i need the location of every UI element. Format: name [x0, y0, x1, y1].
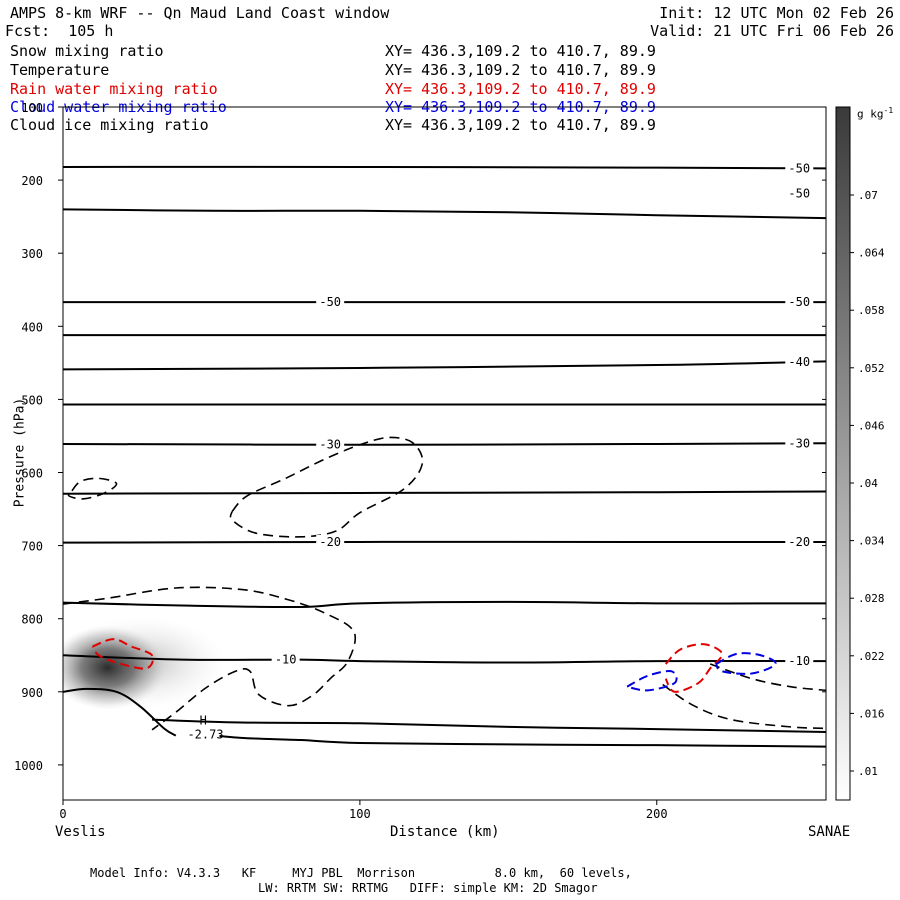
temperature-contour: [63, 442, 826, 446]
contour-label: -20: [319, 535, 341, 549]
contour-label: -10: [275, 653, 297, 667]
colorbar-label: .022: [858, 650, 885, 663]
x-tick-label: 100: [349, 807, 371, 821]
rain-water-contour: [91, 638, 155, 670]
contour-label-bg: [785, 186, 814, 200]
model-info: Model Info: V4.3.3 KF MYJ PBL Morrison 8…: [90, 866, 632, 880]
cloud-ice-contour: [229, 436, 424, 538]
y-tick-label: 600: [21, 467, 43, 481]
temperature-contour: [63, 540, 826, 544]
temperature-contour: [152, 718, 826, 734]
contour-label: -30: [788, 436, 810, 450]
endpoint-left: Veslis: [55, 824, 106, 840]
temperature-contour: [63, 600, 826, 609]
contour-label-bg: [785, 161, 814, 175]
cloud-ice-contours: [63, 436, 826, 731]
legend-cloudice-label: Cloud ice mixing ratio: [10, 116, 209, 134]
temperature-contours: [63, 165, 826, 748]
contour-label: -50: [788, 295, 810, 309]
cloud-water-contours: [626, 652, 777, 692]
contour-label-bg: [785, 436, 814, 450]
valid-time: Valid: 21 UTC Fri 06 Feb 26: [650, 22, 894, 40]
cloud-water-contour: [715, 652, 777, 675]
colorbar-label: .052: [858, 362, 885, 375]
temperature-contour: [63, 165, 826, 170]
cloud-ice-contour: [67, 477, 118, 500]
colorbar-label: .01: [858, 765, 878, 778]
temperature-contour: [196, 732, 826, 748]
legend-cloudice-xy: XY= 436.3,109.2 to 410.7, 89.9: [385, 116, 656, 134]
y-axis: 100 200 300 400 500 600 700 800 900 1000: [14, 101, 826, 773]
init-time: Init: 12 UTC Mon 02 Feb 26: [659, 4, 894, 22]
contour-label-bg: [785, 534, 814, 548]
terrain-surface: [63, 687, 177, 737]
x-axis: 0 100 200: [59, 800, 668, 821]
contour-label: -20: [788, 535, 810, 549]
x-tick-label: 200: [646, 807, 668, 821]
colorbar-label: .058: [858, 304, 885, 317]
colorbar-unit: g kg-1: [857, 106, 894, 121]
rain-water-contours: [91, 638, 724, 693]
legend-snow-label: Snow mixing ratio: [10, 42, 164, 60]
legend-snow-xy: XY= 436.3,109.2 to 410.7, 89.9: [385, 42, 656, 60]
plot-frame: [62, 106, 827, 801]
rain-water-contour: [664, 643, 724, 693]
contour-label-bg: [316, 535, 345, 549]
contour-label-bg: [316, 295, 345, 309]
colorbar-label: .064: [858, 247, 885, 260]
contour-label: -40: [788, 355, 810, 369]
y-tick-label: 300: [21, 247, 43, 261]
contour-labels: -50 -50 -50 -40 -30 -30 -20 -20 -10 -10 -2.73 -50 H: [187, 161, 814, 741]
snow-mixing-ratio-shading: [63, 616, 226, 710]
contour-label-bg: [271, 652, 300, 666]
colorbar-label: .016: [858, 707, 885, 720]
colorbar-label: .04: [858, 477, 878, 490]
contour-label: -30: [319, 438, 341, 452]
physics-info: LW: RRTM SW: RRTMG DIFF: simple KM: 2D S…: [258, 881, 598, 895]
x-tick-label: 0: [59, 807, 66, 821]
y-tick-label: 500: [21, 393, 43, 407]
contour-label-bg: [316, 437, 345, 451]
colorbar-label: .028: [858, 592, 885, 605]
legend-rain-label: Rain water mixing ratio: [10, 80, 218, 98]
temperature-contour: [63, 490, 826, 495]
y-tick-label: 800: [21, 613, 43, 627]
colorbar-label: .034: [858, 535, 885, 548]
y-tick-label: 200: [21, 174, 43, 188]
cloud-water-contour: [626, 670, 678, 692]
x-axis-title: Distance (km): [390, 824, 500, 840]
legend-temperature-xy: XY= 436.3,109.2 to 410.7, 89.9: [385, 61, 656, 79]
temperature-contour: [63, 654, 826, 664]
y-tick-label: 700: [21, 540, 43, 554]
cloud-ice-contour: [63, 586, 357, 731]
y-tick-label: 100: [21, 101, 43, 115]
temperature-contour: [63, 208, 826, 220]
colorbar-label: .07: [858, 189, 878, 202]
forecast-hour: Fcst: 105 h: [5, 22, 114, 40]
contour-label: -2.73: [187, 727, 223, 741]
contour-label: -50: [319, 295, 341, 309]
contour-label-bg: [191, 727, 220, 741]
contour-label-bg: [785, 295, 814, 309]
contour-label-bg: [785, 354, 814, 368]
y-tick-label: 400: [21, 320, 43, 334]
colorbar: .01 .016 .022 .028 .034 .04 .046 .052 .058 .064 .0…: [835, 106, 885, 801]
contour-label: -50: [788, 186, 810, 200]
high-marker: H: [200, 714, 207, 728]
endpoint-right: SANAE: [808, 824, 851, 840]
cloud-ice-contour: [709, 663, 826, 692]
legend-temperature-label: Temperature: [10, 61, 110, 79]
colorbar-label: .046: [858, 419, 885, 432]
y-tick-label: 900: [21, 686, 43, 700]
y-tick-label: 1000: [14, 759, 43, 773]
cloud-ice-contour: [662, 683, 826, 730]
legend-rain-xy: XY= 436.3,109.2 to 410.7, 89.9: [385, 80, 656, 98]
temperature-contour: [63, 360, 826, 371]
y-axis-title: Pressure (hPa): [12, 397, 28, 508]
contour-label: -10: [788, 654, 810, 668]
contour-label: -50: [788, 161, 810, 175]
chart-title: AMPS 8-km WRF -- Qn Maud Land Coast wind…: [10, 4, 390, 22]
contour-label-bg: [785, 654, 814, 668]
